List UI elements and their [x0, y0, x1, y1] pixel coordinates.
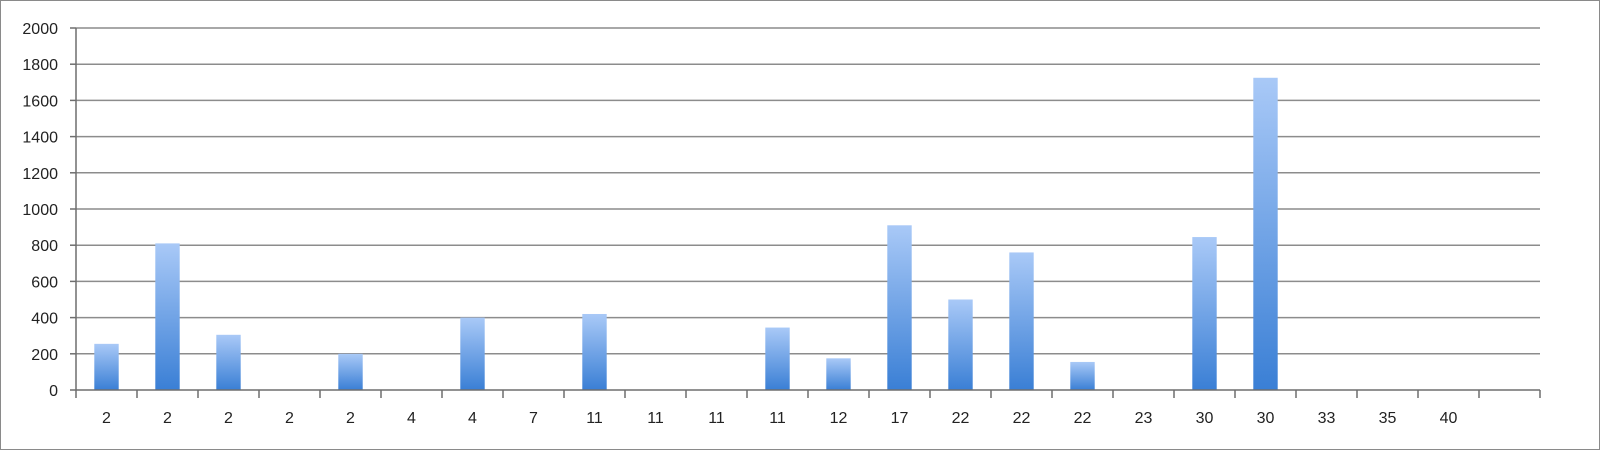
x-tick-label: 40 — [1440, 410, 1458, 427]
x-tick-label: 35 — [1379, 410, 1397, 427]
x-tick-label: 11 — [708, 410, 725, 427]
x-tick-label: 22 — [1013, 410, 1031, 427]
x-tick-label: 11 — [647, 410, 664, 427]
bar — [1070, 361, 1095, 390]
x-tick-label: 2 — [163, 410, 172, 427]
y-tick-label: 1400 — [22, 130, 58, 147]
x-tick-label: 7 — [529, 410, 538, 427]
bars — [94, 77, 1278, 391]
bar — [948, 299, 973, 390]
x-tick-label: 22 — [952, 410, 970, 427]
x-tick-label: 23 — [1135, 410, 1153, 427]
bar — [94, 343, 119, 390]
x-tick-label: 30 — [1257, 410, 1275, 427]
bar — [1192, 237, 1217, 390]
x-tick-label: 4 — [407, 410, 416, 427]
y-tick-label: 400 — [31, 311, 58, 328]
x-tick-label: 30 — [1196, 410, 1214, 427]
x-tick-label: 33 — [1318, 410, 1336, 427]
bar — [155, 243, 180, 390]
x-tick-label: 22 — [1074, 410, 1092, 427]
bar — [460, 317, 485, 390]
x-tick-label: 2 — [285, 410, 294, 427]
bar — [1253, 77, 1278, 391]
y-tick-label: 800 — [31, 238, 58, 255]
y-tick-label: 600 — [31, 274, 58, 291]
gridlines — [76, 27, 1540, 355]
x-tick-label: 2 — [346, 410, 355, 427]
bar — [338, 353, 363, 390]
x-tick-label: 17 — [891, 410, 909, 427]
x-tick-label: 11 — [586, 410, 603, 427]
x-tick-label: 2 — [224, 410, 233, 427]
x-tick-label: 2 — [102, 410, 111, 427]
y-tick-label: 1800 — [22, 57, 58, 74]
y-tick-label: 1000 — [22, 202, 58, 219]
bar — [216, 334, 241, 390]
y-tick-label: 1200 — [22, 166, 58, 183]
y-tick-label: 1600 — [22, 93, 58, 110]
y-tick-label: 200 — [31, 347, 58, 364]
axes — [70, 27, 1541, 398]
bar — [765, 327, 790, 390]
bar — [1009, 252, 1034, 390]
y-tick-label: 0 — [49, 383, 58, 400]
x-tick-label: 11 — [769, 410, 786, 427]
y-tick-label: 2000 — [22, 21, 58, 38]
bar — [887, 225, 912, 390]
x-tick-label: 12 — [830, 410, 848, 427]
x-tick-label: 4 — [468, 410, 477, 427]
bar — [826, 358, 851, 390]
bar — [582, 313, 607, 390]
